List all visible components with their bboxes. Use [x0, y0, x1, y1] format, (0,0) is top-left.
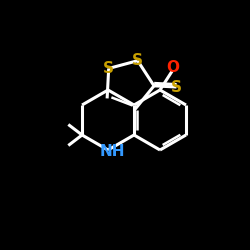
Text: S: S — [132, 53, 143, 68]
Text: S: S — [171, 80, 182, 94]
Text: NH: NH — [100, 144, 125, 160]
Text: O: O — [166, 60, 179, 76]
Text: S: S — [103, 61, 114, 76]
